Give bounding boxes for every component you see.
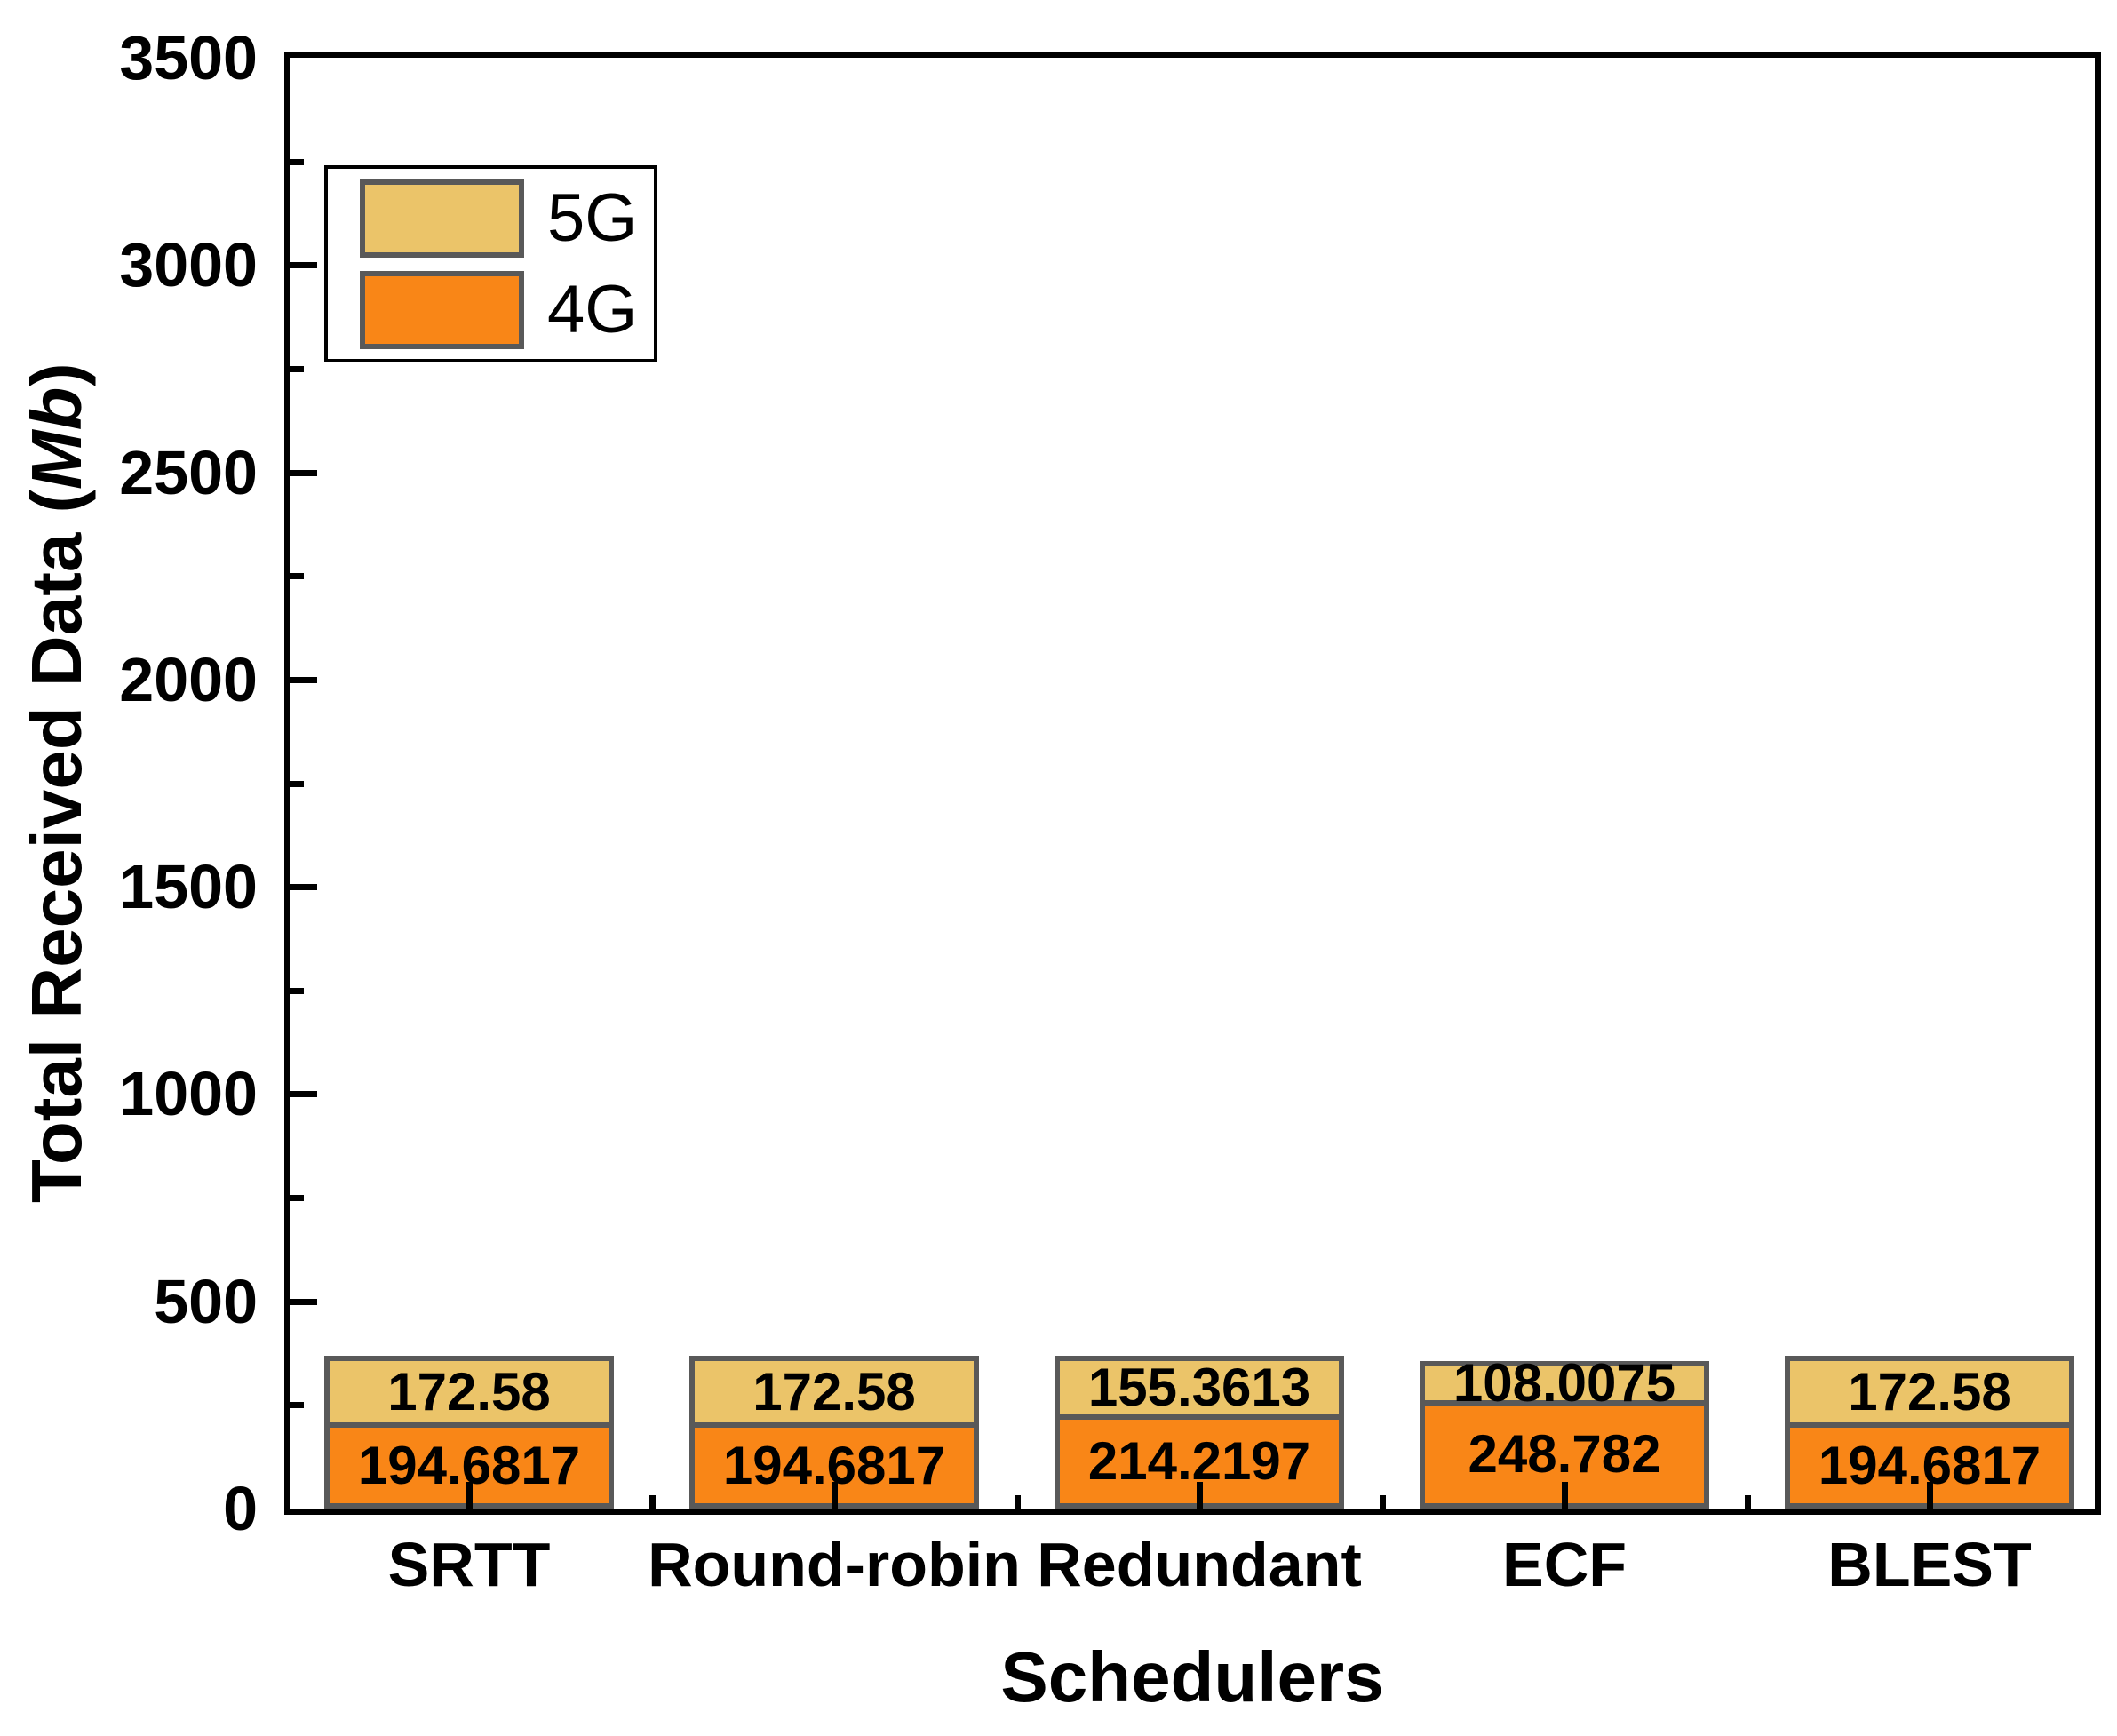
bar-segment-5g: 108.0075	[1420, 1357, 1709, 1410]
bar-redundant: 155.3613 214.2197	[1055, 1356, 1344, 1509]
x-major-tick	[1197, 1482, 1203, 1509]
y-tick-label: 3500	[119, 23, 258, 92]
legend-swatch-5g	[360, 179, 524, 258]
x-tick-label: Redundant	[1037, 1530, 1362, 1599]
y-axis-title-close: )	[17, 362, 96, 387]
x-tick-label: Round-robin	[648, 1530, 1021, 1599]
legend-swatch-4g	[360, 271, 524, 349]
value-label-5g: 172.58	[752, 1361, 916, 1421]
y-major-tick	[290, 1091, 317, 1097]
y-major-tick	[290, 884, 317, 890]
y-minor-tick	[290, 366, 304, 372]
y-tick-label: 500	[154, 1267, 258, 1336]
x-major-tick	[1562, 1482, 1568, 1509]
bar-segment-4g: 194.6817	[689, 1422, 979, 1509]
y-minor-tick	[290, 573, 304, 579]
y-minor-tick	[290, 159, 304, 165]
y-minor-tick	[290, 1195, 304, 1201]
value-label-4g: 248.782	[1468, 1424, 1661, 1484]
y-tick-label: 2500	[119, 438, 258, 507]
x-major-tick	[1927, 1482, 1933, 1509]
x-minor-tick	[1015, 1495, 1021, 1509]
legend: 5G 4G	[324, 165, 657, 362]
x-minor-tick	[1380, 1495, 1386, 1509]
value-label-5g: 172.58	[387, 1361, 551, 1421]
value-label-5g: 155.3613	[1087, 1358, 1311, 1417]
bar-segment-4g: 214.2197	[1055, 1414, 1344, 1509]
bar-ecf: 108.0075 248.782	[1420, 1357, 1709, 1509]
y-tick-label: 3000	[119, 230, 258, 299]
x-major-tick	[832, 1482, 838, 1509]
x-minor-tick	[1745, 1495, 1751, 1509]
y-major-tick	[290, 1299, 317, 1305]
legend-label-5g: 5G	[547, 180, 638, 256]
plot-area: 172.58 194.6817 172.58 194.6817 155.3613 214.…	[284, 52, 2101, 1515]
legend-row-5g: 5G	[360, 179, 654, 258]
x-tick-label: BLEST	[1827, 1530, 2032, 1599]
bar-segment-5g: 172.58	[1785, 1356, 2074, 1428]
y-minor-tick	[290, 988, 304, 994]
bar-blest: 172.58 194.6817	[1785, 1356, 2074, 1509]
legend-label-4g: 4G	[547, 272, 638, 347]
y-tick-label: 1500	[119, 852, 258, 921]
y-major-tick	[290, 470, 317, 476]
bar-segment-5g: 172.58	[324, 1356, 614, 1428]
y-major-tick	[290, 677, 317, 683]
legend-rows: 5G 4G	[360, 179, 654, 349]
bar-round-robin: 172.58 194.6817	[689, 1356, 979, 1509]
bar-segment-5g: 155.3613	[1055, 1356, 1344, 1420]
value-label-5g: 172.58	[1848, 1361, 2011, 1421]
y-tick-label: 1000	[119, 1059, 258, 1128]
bar-segment-5g: 172.58	[689, 1356, 979, 1428]
legend-row-4g: 4G	[360, 271, 654, 349]
y-tick-label: 2000	[119, 645, 258, 714]
x-tick-label: SRTT	[387, 1530, 551, 1599]
x-major-tick	[466, 1482, 473, 1509]
bar-segment-4g: 248.782	[1420, 1400, 1709, 1509]
x-minor-tick	[649, 1495, 656, 1509]
x-tick-label: ECF	[1502, 1530, 1627, 1599]
x-axis-title: Schedulers	[1000, 1637, 1384, 1716]
y-minor-tick	[290, 781, 304, 787]
y-minor-tick	[290, 1402, 304, 1408]
value-label-4g: 214.2197	[1087, 1431, 1311, 1491]
y-tick-label: 0	[223, 1474, 258, 1543]
value-label-5g: 108.0075	[1452, 1353, 1676, 1413]
y-major-tick	[290, 262, 317, 268]
